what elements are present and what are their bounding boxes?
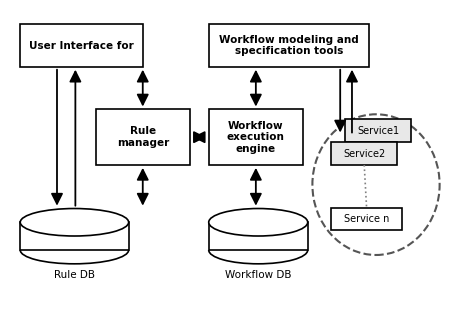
FancyBboxPatch shape [346,119,411,142]
Text: User Interface for: User Interface for [29,41,134,50]
FancyBboxPatch shape [331,208,402,230]
FancyBboxPatch shape [209,24,369,67]
Ellipse shape [20,209,128,236]
Text: Workflow modeling and
specification tools: Workflow modeling and specification tool… [219,35,359,56]
FancyBboxPatch shape [209,109,303,165]
Text: Rule
manager: Rule manager [117,126,169,148]
FancyBboxPatch shape [331,142,397,165]
Text: Rule DB: Rule DB [54,270,95,280]
Polygon shape [20,222,128,250]
Text: Service n: Service n [344,214,389,224]
Text: Workflow DB: Workflow DB [225,270,292,280]
FancyBboxPatch shape [20,24,143,67]
Polygon shape [209,222,308,250]
Ellipse shape [312,114,439,255]
Text: Workflow
execution
engine: Workflow execution engine [227,120,285,154]
FancyBboxPatch shape [96,109,190,165]
Text: Service2: Service2 [343,148,385,158]
Text: Service1: Service1 [357,126,400,136]
Ellipse shape [209,209,308,236]
